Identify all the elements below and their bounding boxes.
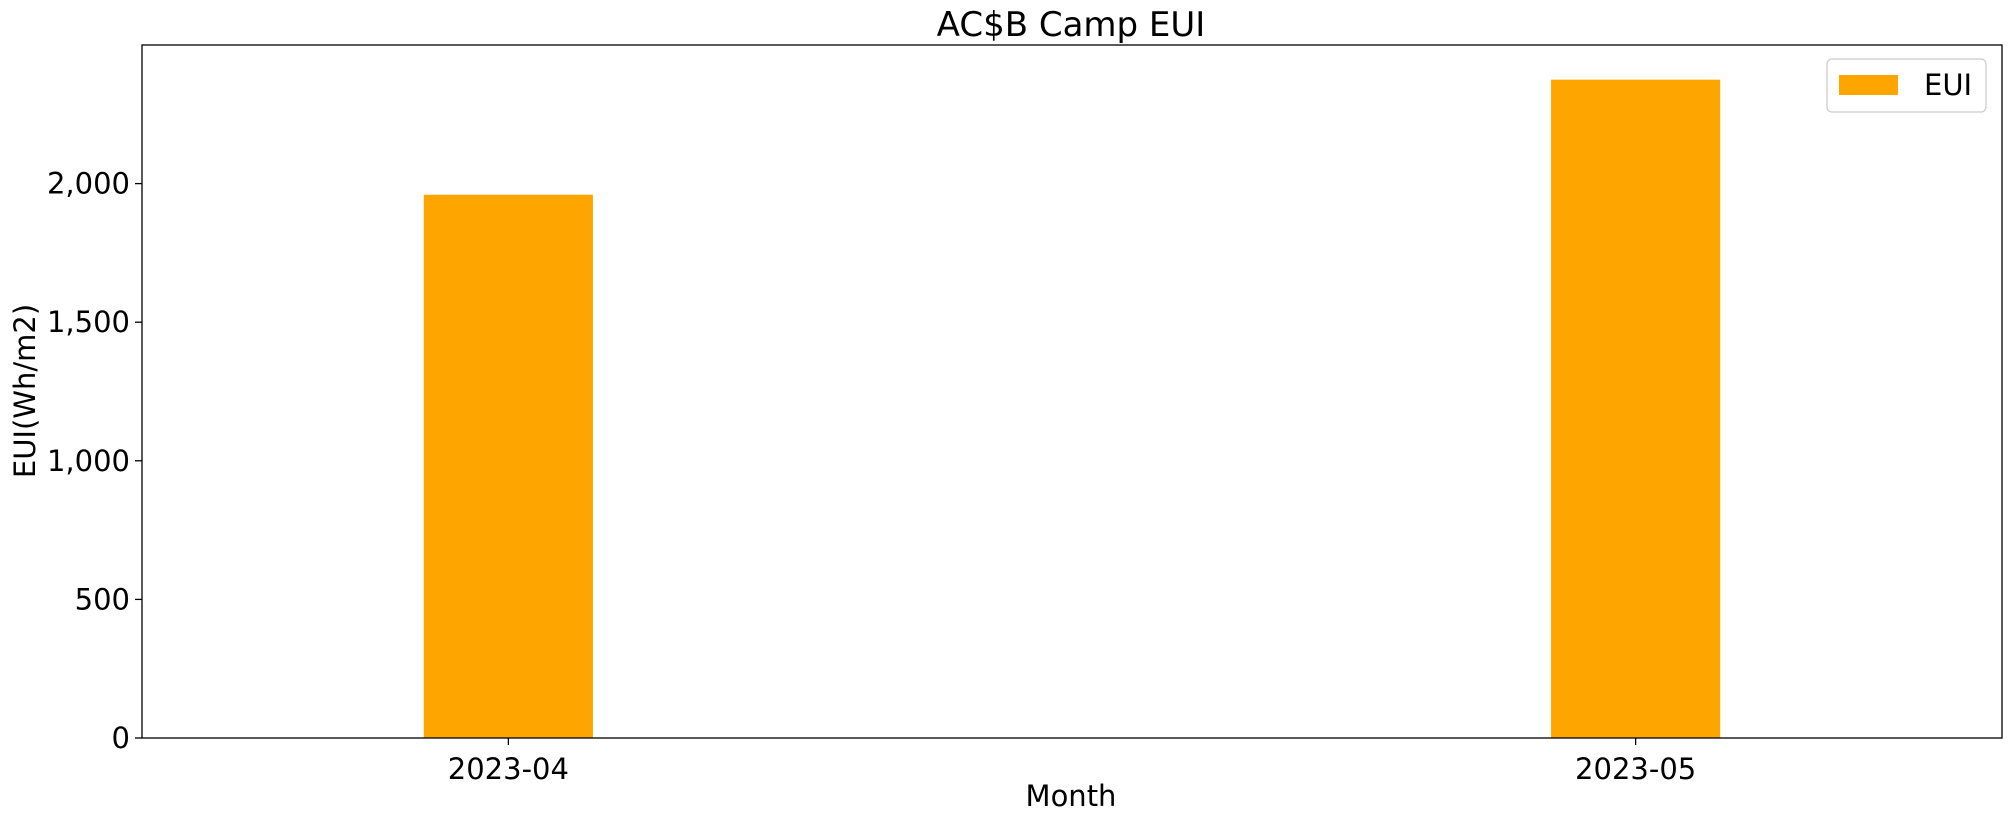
x-tick-label: 2023-05: [1575, 752, 1696, 786]
legend-frame: [1826, 58, 1987, 113]
plot-frame: [141, 44, 2003, 739]
y-tick-label: 500: [75, 582, 130, 616]
y-tick-label: 1,500: [47, 305, 130, 339]
bar-2023-05: [1551, 79, 1721, 738]
y-tick-label: 1,000: [47, 444, 130, 478]
chart-title: AC$B Camp EUI: [937, 5, 1206, 45]
bars-group: [423, 79, 1721, 739]
x-tick-label: 2023-04: [448, 752, 569, 786]
legend: EUI: [1826, 58, 1987, 113]
y-tick-label: 2,000: [47, 167, 130, 201]
y-axis-label: EUI(Wh/m2): [8, 304, 42, 478]
legend-label: EUI: [1924, 68, 1972, 102]
x-axis-ticks: 2023-04 2023-05: [448, 738, 1696, 786]
x-axis-label: Month: [1026, 779, 1117, 813]
bar-2023-04: [423, 194, 593, 739]
y-tick-label: 0: [112, 721, 130, 755]
legend-swatch: [1839, 75, 1898, 95]
y-axis-ticks: 0 500 1,000 1,500 2,000: [47, 167, 142, 755]
